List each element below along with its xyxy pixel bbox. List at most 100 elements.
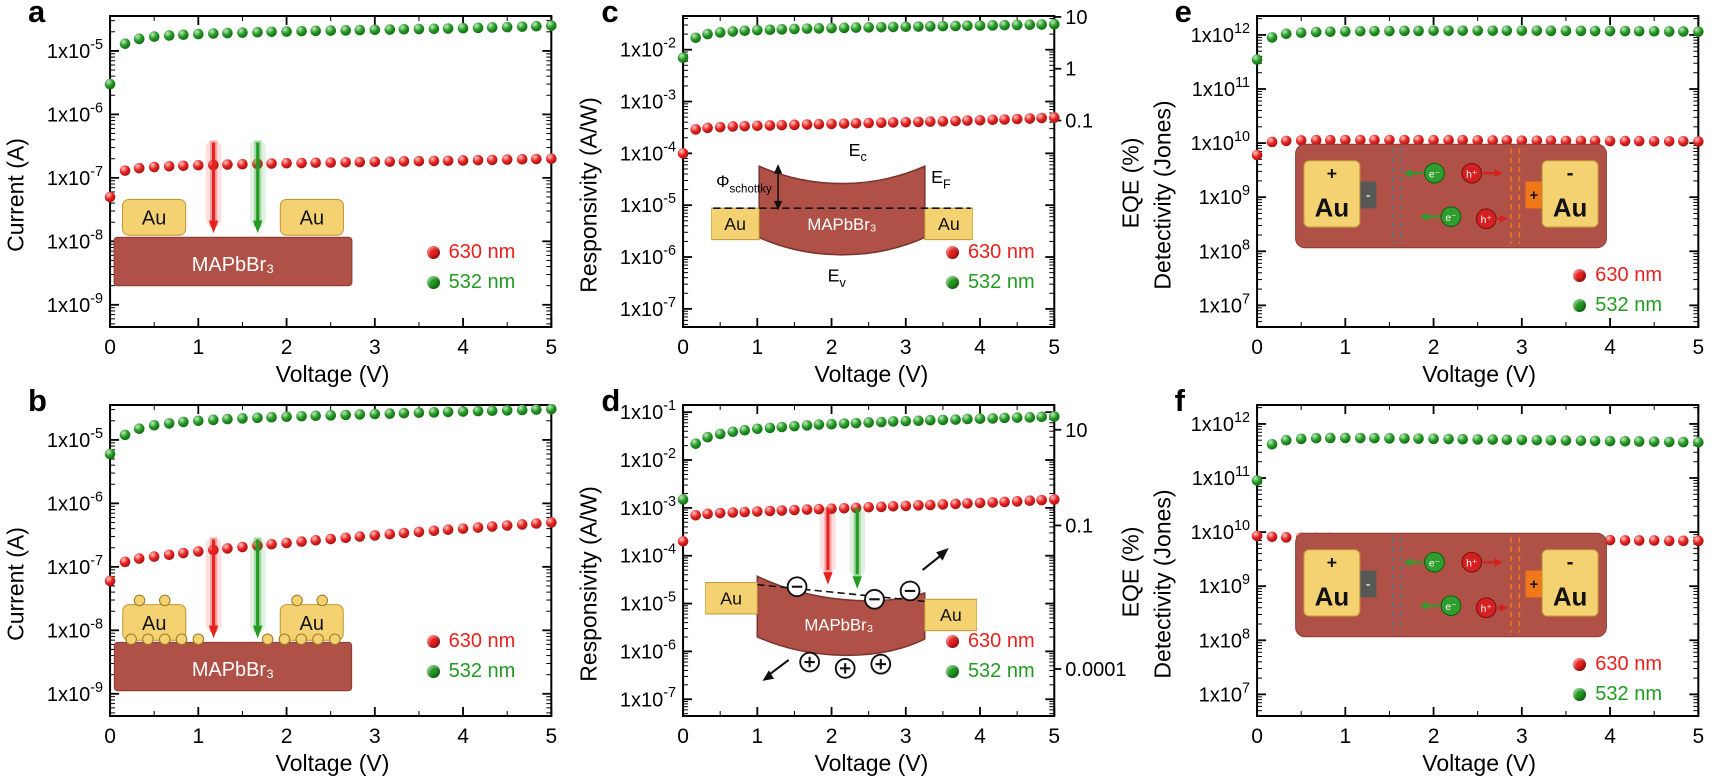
data-point [1531,135,1542,146]
data-point [296,536,307,547]
data-point [802,420,813,431]
green-beam-core [256,539,260,626]
data-point [178,416,189,428]
x-axis-title: Voltage (V) [814,750,929,776]
data-point [1663,436,1675,448]
data-point [1633,25,1645,37]
legend-label-532nm: 532 nm [1595,294,1662,316]
data-point [486,22,498,33]
data-point [486,521,498,532]
data-point [888,500,899,512]
electron-arrowhead [1403,169,1412,178]
data-point [1036,494,1048,506]
data-point [690,32,702,44]
data-point [398,24,410,35]
green-beam-arrowhead [852,576,863,589]
data-point [999,412,1011,424]
data-point [1324,432,1336,444]
data-point [340,409,351,421]
y-tick-label: 1x1011 [1191,75,1249,101]
hole-label: h⁺ [1480,215,1491,226]
plot-d: 1x10-7 1x10-6 1x10-5 1x10-4 1x10-3 1x10-2 1x10… [620,398,1127,748]
x-tick-label: 1 [752,725,764,748]
data-point [987,114,999,126]
legend: 630 nm 532 nm [945,630,1035,683]
right-tick-label: 0.0001 [1066,659,1127,681]
data-point [1442,134,1454,146]
interface-plus-label: + [1529,188,1537,204]
data-point [913,500,925,511]
y-tick-label: 1x10-1 [620,398,676,424]
data-point [764,120,776,131]
panel-a: 1x10-9 1x10-8 1x10-7 1x10-6 1x10-5 0 1 2 3 4 5 a C… [0,0,573,389]
data-point [148,31,160,42]
data-point [1648,535,1660,546]
series-630-nm [1251,134,1704,161]
data-point [876,21,887,33]
x-tick-label: 2 [826,725,838,748]
legend-marker-green [945,276,959,289]
data-point [546,403,557,415]
data-point [501,520,513,531]
y-axis-title: Responsivity (A/W) [575,485,602,682]
data-point [975,114,986,126]
data-point [1560,135,1571,147]
data-point [252,26,263,38]
chart-a: 1x10-9 1x10-8 1x10-7 1x10-6 1x10-5 0 1 2 3 4 5 [47,15,557,359]
chart-c: 1x10-7 1x10-6 1x10-5 1x10-4 1x10-3 1x10-2 0 1 2 3… [620,7,1093,359]
right-tick-label: 1 [1066,59,1077,81]
data-point [472,405,484,417]
data-point [975,20,986,31]
data-point [148,419,160,431]
data-point [1604,534,1616,546]
data-point [876,117,887,129]
data-point [1692,436,1704,448]
hole-arrowhead [1494,558,1503,567]
data-point [1398,433,1410,444]
data-point [702,28,714,40]
data-point [950,20,962,32]
data-point [1012,113,1023,125]
panel-d: 1x10-7 1x10-6 1x10-5 1x10-4 1x10-3 1x10-2 1x10… [573,383,1146,778]
data-point [1545,25,1556,37]
chart-d: 1x10-7 1x10-6 1x10-5 1x10-4 1x10-3 1x10-2 1x10… [620,398,1127,748]
data-point [851,22,862,33]
data-point [340,25,351,36]
data-point [1501,434,1512,446]
legend-item-630nm: 630 nm [945,630,1035,653]
legend-label-630nm: 630 nm [967,241,1035,263]
data-point [531,20,542,32]
right-tick-label: 10 [1066,420,1088,442]
data-point [266,411,277,423]
y-tick-label: 1x107 [1198,291,1249,317]
au-electrode-right [1541,160,1599,228]
panel-letter-e: e [1174,0,1192,29]
data-point [813,419,825,430]
data-point [133,162,145,174]
data-point [1280,28,1292,40]
panel-f: 1x107 1x108 1x109 1x1010 1x1011 1x1012 0 1 2 3 4 5 … [1147,383,1720,778]
data-point [776,24,788,35]
x-tick-label: 1 [1339,336,1351,359]
data-point [281,537,292,549]
au-label-right: Au [940,605,962,625]
data-point [1280,532,1292,543]
data-point [501,405,513,416]
y-axis-title: Current (A) [2,526,29,641]
x-tick-label: 2 [826,336,838,359]
data-point [678,148,689,159]
data-point [222,27,233,39]
data-point [398,156,410,167]
y-tick-label: 1x10-7 [47,553,103,579]
gold-nanoparticles [125,594,341,646]
device-schematic-inset: Au Au MAPbBr₃ [113,140,353,287]
data-point [1251,149,1263,161]
legend-marker-red [945,246,959,259]
data-point [900,415,912,427]
data-point [1604,135,1616,147]
data-point [813,503,825,515]
data-point [178,547,189,559]
data-point [1589,435,1601,447]
hole-circle [1475,208,1497,230]
legend-label-630nm: 630 nm [448,241,516,263]
